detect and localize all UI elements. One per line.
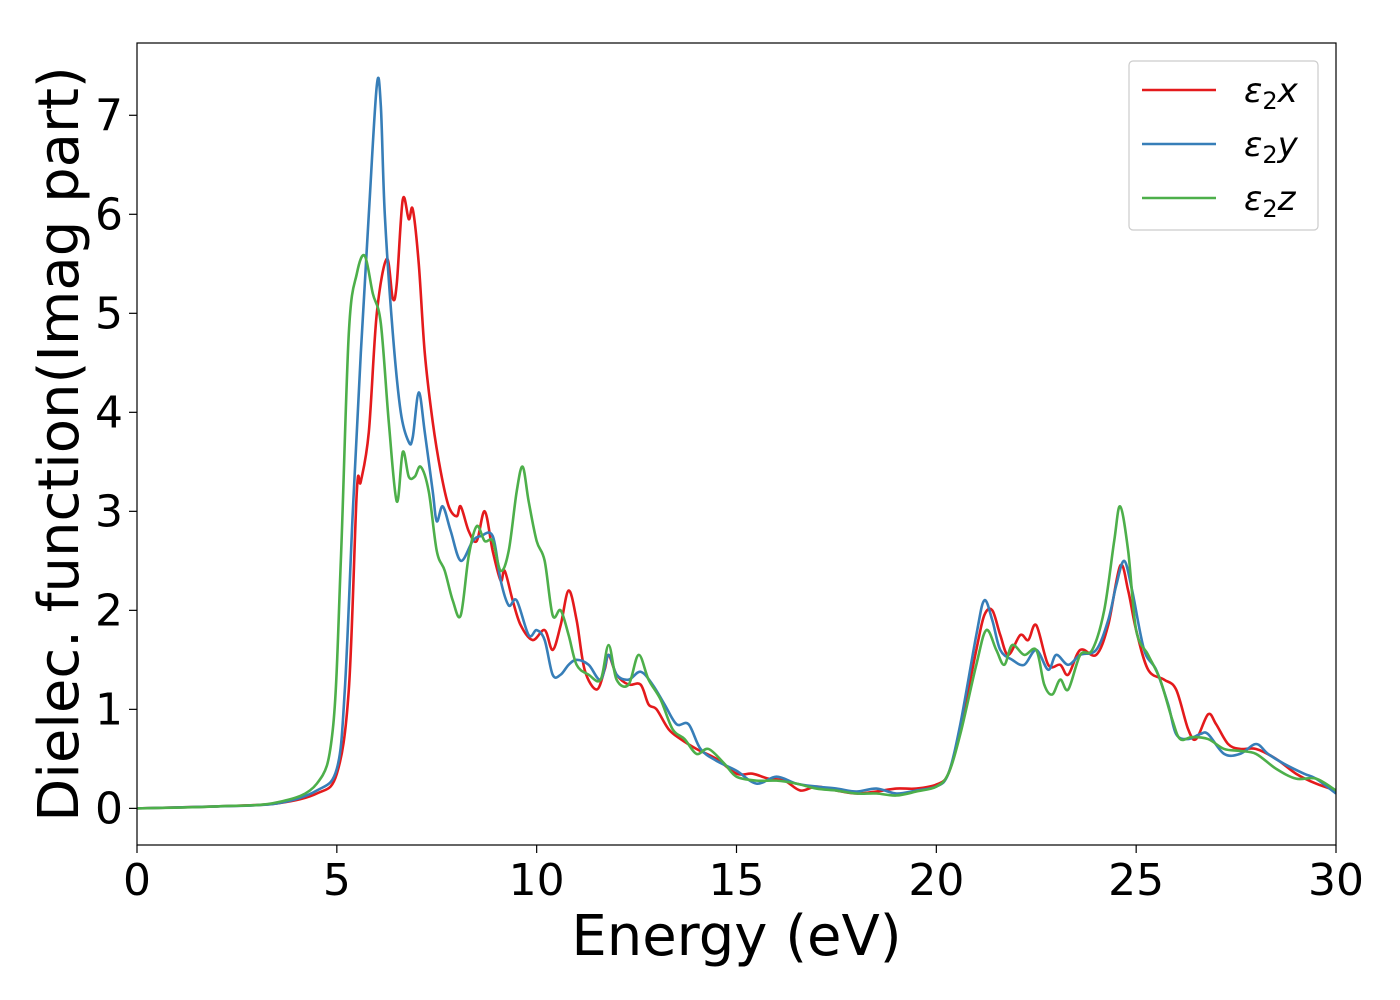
- y-axis-title: Dielec. function(Imag part): [27, 66, 92, 822]
- x-axis-title: Energy (eV): [571, 904, 901, 969]
- y-tick-label: 6: [95, 189, 123, 240]
- y-tick-label: 3: [95, 486, 123, 537]
- legend-item-z: ε2z: [1142, 179, 1297, 223]
- series-line-y: [137, 76, 1336, 810]
- legend-box: [1128, 60, 1319, 231]
- x-tick-label: 10: [509, 855, 565, 906]
- legend-item-x: ε2x: [1142, 71, 1299, 115]
- x-tick-label: 5: [323, 855, 351, 906]
- legend: ε2x ε2y ε2z: [1128, 60, 1319, 231]
- series-line-z: [137, 253, 1336, 810]
- y-tick-label: 2: [95, 585, 123, 636]
- series-layer: [137, 76, 1336, 810]
- legend-item-y: ε2y: [1142, 125, 1299, 169]
- legend-label: ε2x: [1244, 71, 1299, 115]
- y-tick-label: 5: [95, 288, 123, 339]
- legend-label: ε2z: [1244, 179, 1297, 223]
- y-tick-label: 4: [95, 387, 123, 438]
- legend-label: ε2y: [1244, 125, 1299, 169]
- x-tick-label: 25: [1108, 855, 1164, 906]
- y-tick-label: 7: [95, 90, 123, 141]
- x-tick-label: 0: [123, 855, 151, 906]
- series-line-x: [137, 195, 1336, 810]
- y-axis-ticks: 0 1 2 3 4 5 6 7: [95, 90, 137, 834]
- x-tick-label: 15: [709, 855, 765, 906]
- y-tick-label: 0: [95, 783, 123, 834]
- y-tick-label: 1: [95, 684, 123, 735]
- x-tick-label: 30: [1308, 855, 1364, 906]
- x-axis-ticks: 0 5 10 15 20 25 30: [123, 845, 1364, 906]
- x-tick-label: 20: [908, 855, 964, 906]
